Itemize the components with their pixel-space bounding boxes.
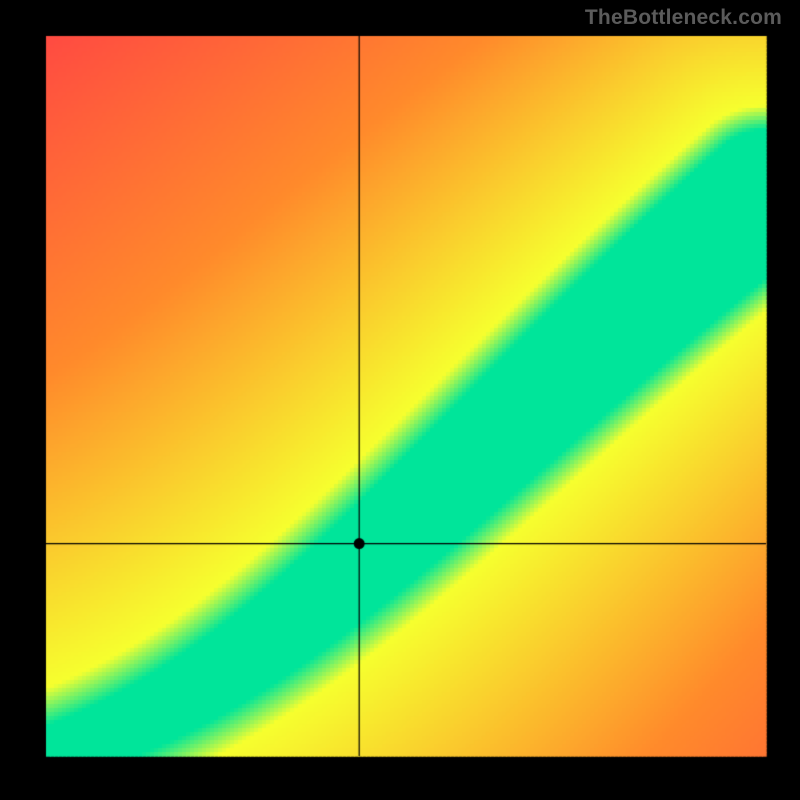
heatmap-canvas [0,0,800,800]
chart-container: TheBottleneck.com [0,0,800,800]
watermark-text: TheBottleneck.com [585,6,782,30]
